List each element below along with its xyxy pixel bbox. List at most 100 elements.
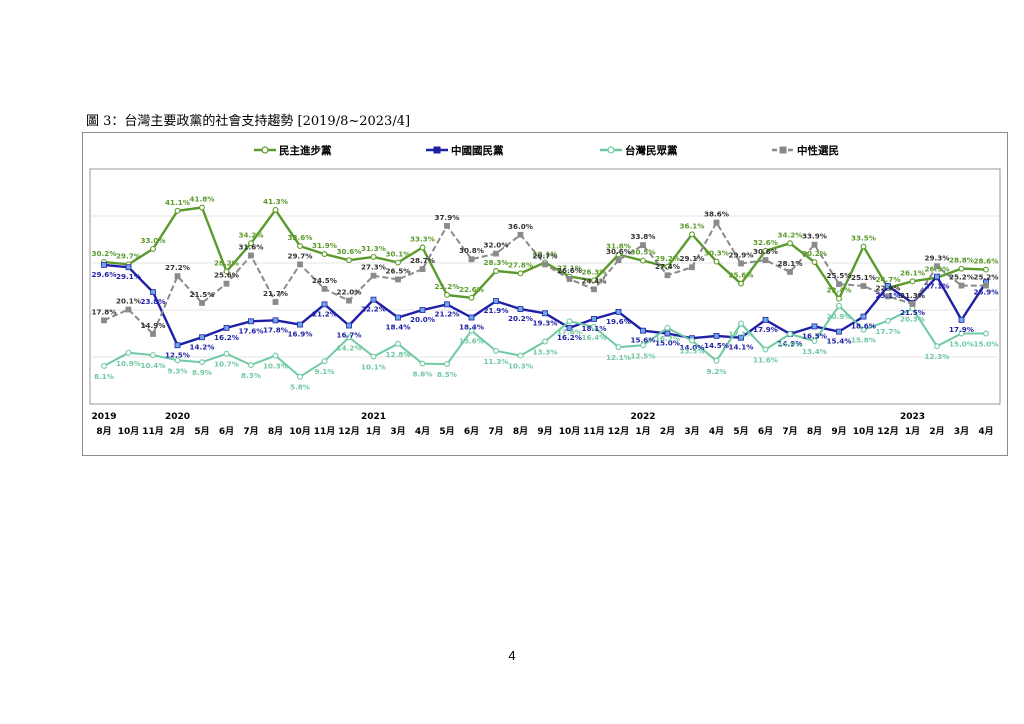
- data-label: 21.2%: [312, 309, 337, 318]
- data-label: 20.3%: [900, 315, 925, 324]
- data-point: [615, 251, 622, 258]
- data-point: [591, 316, 597, 322]
- data-label: 14.9%: [141, 321, 166, 330]
- x-tick-label: 8月: [807, 426, 822, 437]
- data-label: 15.0%: [655, 339, 680, 348]
- data-label: 14.1%: [729, 343, 754, 352]
- data-point: [223, 268, 230, 275]
- data-label: 36.1%: [680, 221, 705, 230]
- data-point: [419, 244, 426, 251]
- data-point: [150, 289, 156, 296]
- data-label: 14.2%: [337, 343, 362, 352]
- data-label: 16.2%: [214, 333, 239, 342]
- x-tick-label: 8月: [513, 426, 528, 437]
- data-labels-layer: 30.2% 29.7%33.0%41.1% 41.8%28.2%34.2%41.3%…: [92, 195, 999, 392]
- series-layer: [101, 204, 989, 380]
- data-point: [174, 357, 181, 364]
- data-point: [542, 310, 548, 317]
- data-point: [444, 222, 450, 229]
- x-tick-label: 2月: [929, 426, 944, 437]
- data-point: [370, 353, 377, 360]
- data-point: [811, 259, 818, 266]
- chart-frame: 民主進步黨 中國國民黨 台灣民眾黨 中性選民 30.2% 29.7%33.0%41.1%…: [82, 132, 1008, 456]
- x-tick-label: 5月: [439, 426, 454, 437]
- data-label: 15.6%: [631, 336, 656, 345]
- x-tick-label: 9月: [831, 426, 846, 437]
- data-label: 25.2%: [974, 273, 999, 282]
- data-point: [493, 250, 499, 257]
- data-label: 15.6%: [459, 337, 484, 346]
- data-label: 41.3%: [263, 197, 288, 206]
- data-point: [591, 277, 597, 284]
- x-tick-label: 5月: [194, 426, 209, 437]
- data-point: [738, 280, 744, 287]
- data-point: [174, 207, 181, 214]
- year-label: 2019: [91, 412, 116, 422]
- data-label: 27.1%: [925, 282, 950, 291]
- data-label: 23.8%: [141, 297, 166, 306]
- data-label: 29.7%: [116, 251, 141, 260]
- data-point: [958, 282, 965, 289]
- data-label: 18.1%: [582, 324, 607, 333]
- data-label: 8.5%: [437, 370, 457, 379]
- data-point: [762, 247, 769, 254]
- data-label: 36.0%: [508, 222, 533, 231]
- legend-marker: [779, 146, 787, 154]
- data-label: 13.4%: [802, 347, 827, 356]
- x-tick-label: 10月: [853, 426, 875, 437]
- data-point: [297, 243, 303, 250]
- data-label: 30.6%: [606, 247, 631, 256]
- data-point: [101, 362, 107, 369]
- data-point: [811, 338, 818, 344]
- data-point: [909, 278, 916, 285]
- data-label: 30.2%: [92, 249, 117, 258]
- data-point: [885, 317, 891, 324]
- data-point: [444, 301, 450, 308]
- data-point: [713, 332, 720, 339]
- data-point: [395, 276, 401, 283]
- data-label: 18.4%: [386, 323, 411, 332]
- data-label: 14.9%: [778, 340, 803, 349]
- data-label: 29.6%: [92, 270, 117, 279]
- data-point: [811, 241, 818, 248]
- data-point: [297, 373, 303, 380]
- data-label: 31.3%: [361, 244, 386, 253]
- data-label: 16.2%: [557, 333, 582, 342]
- data-label: 9.1%: [315, 367, 335, 376]
- data-label: 25.9%: [974, 287, 999, 296]
- figure-title: 圖 3：台灣主要政黨的社會支持趨勢 [2019/8~2023/4]: [86, 114, 411, 129]
- data-label: 13.5%: [680, 347, 705, 356]
- data-label: 21.2%: [435, 309, 460, 318]
- data-point: [860, 313, 867, 320]
- legend-marker: [607, 146, 615, 154]
- x-tick-label: 6月: [219, 426, 234, 437]
- data-label: 11.6%: [753, 355, 778, 364]
- data-label: 17.8%: [263, 325, 288, 334]
- x-tick-label: 1月: [635, 426, 650, 437]
- data-point: [738, 260, 744, 267]
- data-point: [272, 317, 279, 324]
- data-point: [934, 273, 940, 280]
- data-point: [248, 240, 254, 247]
- legend-entry: 民主進步黨: [279, 144, 332, 157]
- legend-entry: 中國國民黨: [451, 144, 504, 157]
- data-label: 26.1%: [900, 268, 925, 277]
- data-label: 12.5%: [631, 351, 656, 360]
- data-label: 14.5%: [704, 341, 729, 350]
- data-point: [199, 204, 205, 211]
- plot-area: [89, 168, 1001, 405]
- data-label: 21.5%: [190, 290, 215, 299]
- data-point: [493, 268, 499, 274]
- data-label: 28.3%: [484, 258, 509, 267]
- data-label: 30.6%: [753, 247, 778, 256]
- year-label: 2021: [361, 412, 386, 422]
- data-point: [615, 308, 622, 315]
- data-point: [713, 357, 720, 364]
- data-label: 25.1%: [851, 273, 876, 282]
- data-label: 29.7%: [288, 251, 313, 260]
- x-tick-label: 7月: [243, 426, 258, 437]
- data-point: [664, 272, 671, 279]
- data-point: [787, 331, 793, 337]
- x-tick-label: 8月: [268, 426, 283, 437]
- data-point: [468, 314, 475, 321]
